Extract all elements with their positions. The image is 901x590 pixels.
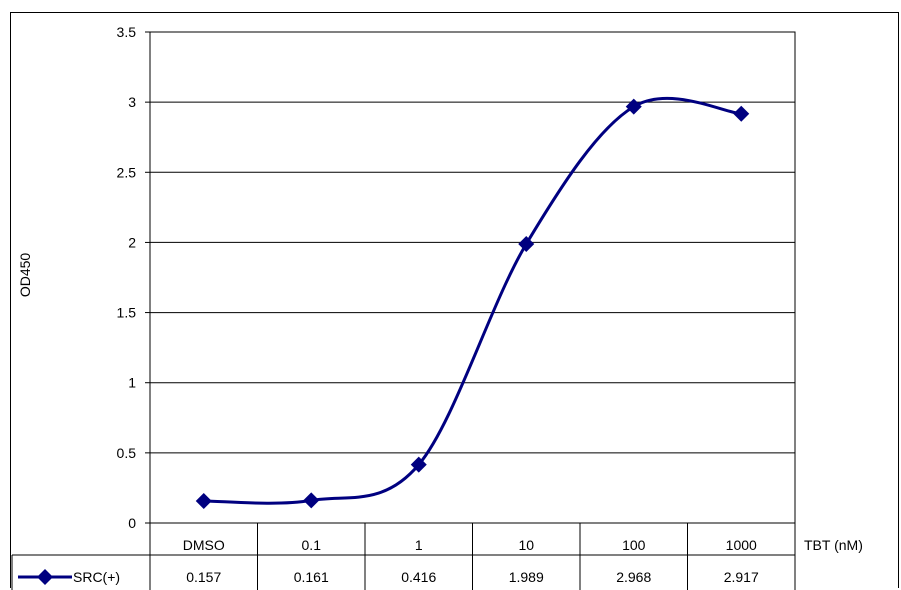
table-value-cell: 1.989 xyxy=(509,569,544,585)
legend-series-name: SRC(+) xyxy=(73,569,120,585)
series-line-src-plus xyxy=(203,96,742,505)
x-category-label: 100 xyxy=(622,537,646,553)
y-tick-label: 0.5 xyxy=(117,445,137,461)
data-point-marker xyxy=(733,105,750,122)
data-point-marker xyxy=(303,492,320,509)
chart-frame xyxy=(10,12,899,588)
legend-marker-key xyxy=(37,569,53,585)
grid-layer xyxy=(145,31,796,524)
y-tick-label: 3.5 xyxy=(117,24,137,40)
x-category-label: 1000 xyxy=(726,537,757,553)
series-layer xyxy=(195,96,750,509)
x-category-label: DMSO xyxy=(183,537,225,553)
y-tick-label: 2 xyxy=(128,234,136,250)
data-point-marker xyxy=(518,235,535,252)
x-category-label: 0.1 xyxy=(302,537,322,553)
axis-layer: OD450 TBT (nM) 0 0.5 1 1.5 2 2.5 3 3.5 xyxy=(17,24,863,553)
data-point-marker xyxy=(410,456,427,473)
y-axis-title: OD450 xyxy=(17,253,33,298)
x-axis-title: TBT (nM) xyxy=(804,537,863,553)
x-category-label: 10 xyxy=(518,537,534,553)
y-tick-label: 2.5 xyxy=(117,164,137,180)
table-value-cell: 2.917 xyxy=(724,569,759,585)
y-tick-label: 1.5 xyxy=(117,305,137,321)
table-value-cell: 0.161 xyxy=(294,569,329,585)
y-tick-label: 1 xyxy=(128,375,136,391)
y-tick-label: 3 xyxy=(128,94,136,110)
y-tick-label: 0 xyxy=(128,515,136,531)
x-category-label: 1 xyxy=(415,537,423,553)
plot-area xyxy=(149,31,796,524)
table-value-cell: 0.416 xyxy=(401,569,436,585)
table-value-cell: 0.157 xyxy=(186,569,221,585)
data-point-marker xyxy=(625,98,642,115)
table-value-cell: 2.968 xyxy=(616,569,651,585)
data-table: DMSO 0.1 1 10 100 1000 0.157 0.161 0.416 1.989 2.9… xyxy=(11,523,796,590)
data-point-marker xyxy=(195,492,212,509)
